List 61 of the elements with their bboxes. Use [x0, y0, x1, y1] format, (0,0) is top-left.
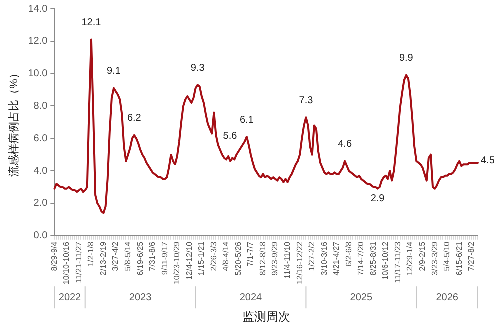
x-tick-label: 10/10-10/16: [62, 241, 72, 285]
text: 2022: [58, 292, 82, 304]
data-label: 9.3: [190, 62, 206, 74]
x-tick-label: 5/20-5/26: [234, 241, 243, 276]
text: 2024: [240, 292, 263, 304]
y-tick-label: 14.0: [28, 4, 48, 15]
x-tick-label: 8/12-8/18: [258, 241, 268, 276]
data-label: 7.3: [299, 95, 314, 106]
x-tick-label: 1/15-1/21: [197, 241, 206, 276]
x-tick-label: 6/2-6/8: [344, 241, 354, 267]
x-tick-label: 2/13-2/19: [98, 241, 108, 276]
data-label: 9.1: [107, 66, 122, 78]
x-tick-label: 4/8-4/14: [222, 241, 231, 272]
x-tick-label: 1/27-2/2: [308, 241, 317, 272]
text: 2023: [129, 292, 152, 304]
data-label: 4.6: [338, 139, 352, 150]
x-tick-label: 2/26-3/3: [209, 241, 218, 272]
x-tick-label: 8/29-9/4: [50, 241, 59, 272]
x-axis-title: 监测周次: [242, 310, 290, 324]
x-tick-label: 5/8-5/14: [123, 241, 132, 272]
x-tick-label: 7/27-8/2: [467, 241, 476, 272]
x-tick-label: 5/4-5/10: [442, 241, 452, 272]
x-tick-label: 11/4-11/10: [283, 241, 292, 279]
data-label: 9.9: [399, 53, 414, 64]
data-label: 2.9: [370, 194, 386, 205]
x-tick-label: 11/21-11/27: [74, 241, 84, 284]
y-tick-label: 0.0: [34, 230, 48, 242]
x-tick-label: 6/15-6/21: [454, 241, 464, 276]
x-tick-label: 3/23-3/29: [430, 241, 440, 276]
x-tick-label: 3/10-3/16: [320, 241, 329, 276]
y-tick-label: 12.0: [28, 36, 48, 48]
x-tick-label: 7/31-8/6: [148, 241, 158, 272]
y-tick-label: 2.0: [34, 198, 48, 210]
text: 2026: [436, 292, 459, 304]
x-tick-label: 1/2-1/8: [86, 241, 96, 267]
data-label: 12.1: [82, 18, 102, 29]
text: 2025: [350, 292, 373, 304]
x-tick-label: 4/21-4/27: [332, 241, 342, 276]
x-tick-label: 3/27-4/2: [111, 241, 120, 272]
y-tick-label: 4.0: [34, 166, 48, 177]
x-tick-label: 9/23-9/29: [270, 241, 280, 276]
x-tick-label: 12/4-12/10: [184, 241, 194, 280]
x-tick-label: 12/16-12/22: [295, 241, 304, 285]
x-tick-label: 9/11-9/17: [160, 241, 170, 276]
data-label: 5.6: [223, 130, 238, 142]
x-tick-label: 7/1-7/7: [246, 241, 256, 267]
x-tick-label: 7/14-7/20: [356, 241, 366, 276]
x-tick-label: 2/9-2/15: [418, 241, 427, 272]
x-tick-label: 8/25-8/31: [368, 241, 378, 276]
x-tick-label: 6/19-6/25: [136, 241, 145, 276]
x-tick-label: 11/17-11/23: [393, 241, 402, 284]
x-tick-label: 12/29-1/4: [406, 241, 415, 276]
data-label: 6.2: [127, 113, 142, 124]
data-label: 6.1: [240, 114, 254, 126]
x-tick-label: 10/6-10/12: [381, 241, 390, 280]
y-axis-title: 流感样病例占比（%）: [8, 68, 21, 177]
y-tick-label: 10.0: [28, 68, 48, 80]
y-tick-label: 8.0: [34, 100, 48, 112]
y-tick-label: 6.0: [34, 133, 48, 144]
x-tick-label: 10/23-10/29: [172, 241, 182, 285]
data-label: 4.5: [481, 156, 496, 167]
